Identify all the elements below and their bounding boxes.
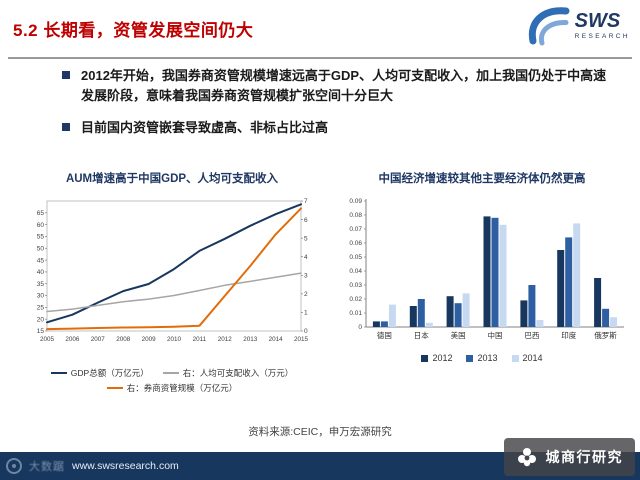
bullet-text: 2012年开始，我国券商资管规模增速远高于GDP、人均可支配收入，加上我国仍处于… [81, 68, 607, 103]
svg-text:2: 2 [304, 291, 308, 298]
svg-text:3: 3 [304, 272, 308, 279]
svg-text:中国: 中国 [488, 330, 503, 340]
svg-text:美国: 美国 [451, 330, 466, 340]
chart-block-aum: AUM增速高于中国GDP、人均可支配收入 15 20 25 30 35 40 45 50 55 6… [16, 170, 328, 394]
legend-swatch [466, 354, 474, 362]
wechat-account-icon [517, 448, 536, 467]
sws-swoosh-icon [528, 7, 570, 46]
legend-label: 右：人均可支配收入（万元） [182, 368, 294, 378]
svg-text:0.03: 0.03 [349, 282, 362, 289]
source-note: 资料来源:CEIC，申万宏源研究 [248, 426, 392, 438]
svg-text:20: 20 [37, 316, 45, 323]
title-rule [8, 57, 632, 59]
svg-text:俄罗斯: 俄罗斯 [594, 330, 617, 340]
chart-block-gdp-growth: 中国经济增速较其他主要经济体仍然更高 0 0.01 0.02 0.03 0.04 0.05… [336, 170, 628, 394]
svg-text:0.09: 0.09 [349, 198, 362, 205]
page-title: 5.2 长期看，资管发展空间仍大 [13, 21, 254, 40]
svg-text:40: 40 [37, 269, 45, 276]
svg-text:7: 7 [304, 198, 308, 205]
wechat-badge: 城商行研究 [503, 438, 635, 476]
svg-text:45: 45 [37, 257, 45, 264]
svg-text:2008: 2008 [116, 336, 131, 343]
svg-text:15: 15 [37, 328, 45, 335]
bullet-square-icon [62, 123, 70, 131]
svg-text:5: 5 [304, 235, 308, 242]
legend-item: 2013 [466, 353, 498, 363]
svg-text:0.01: 0.01 [349, 310, 362, 317]
legend-item: 右：人均可支配收入（万元） [162, 367, 294, 379]
svg-text:55: 55 [37, 234, 45, 241]
bullet-square-icon [62, 71, 70, 79]
svg-text:60: 60 [37, 222, 45, 229]
svg-text:1: 1 [304, 310, 308, 317]
svg-text:0: 0 [304, 328, 308, 335]
svg-text:2014: 2014 [269, 336, 284, 343]
bar-chart-svg: 0 0.01 0.02 0.03 0.04 0.05 0.06 0.07 0.08 0.09 德国 日… [349, 198, 624, 340]
svg-text:6: 6 [304, 217, 308, 224]
legend-swatch [106, 387, 123, 389]
legend-item: 右：券商资管规模（万亿元） [106, 382, 238, 394]
svg-text:2012: 2012 [218, 336, 233, 343]
legend-item: GDP总额（万亿元） [50, 367, 149, 379]
legend-swatch [421, 354, 429, 362]
svg-text:4: 4 [304, 254, 308, 261]
right-chart-title: 中国经济增速较其他主要经济体仍然更高 [378, 173, 586, 185]
sws-logo-text-block: SWS RESEARCH [575, 5, 630, 40]
bar-chart-legend: 2012 2013 2014 [336, 353, 628, 363]
left-chart-title: AUM增速高于中国GDP、人均可支配收入 [65, 173, 279, 185]
legend-swatch [511, 354, 519, 362]
svg-text:2013: 2013 [243, 336, 258, 343]
legend-item: 2012 [421, 353, 452, 363]
wechat-account-name: 城商行研究 [545, 449, 623, 465]
svg-text:50: 50 [37, 245, 45, 252]
svg-text:65: 65 [37, 210, 45, 217]
svg-text:0: 0 [358, 324, 362, 331]
line-chart-legend: GDP总额（万亿元） 右：人均可支配收入（万元） 右：券商资管规模（万亿元） [16, 367, 328, 394]
svg-text:2009: 2009 [142, 336, 157, 343]
svg-text:0.06: 0.06 [349, 240, 362, 247]
bullet-item: 目前国内资管嵌套导致虚高、非标占比过高 [62, 118, 610, 138]
bar-chart: 0 0.01 0.02 0.03 0.04 0.05 0.06 0.07 0.08 0.09 德国 日… [336, 193, 628, 351]
line-chart: 15 20 25 30 35 40 45 50 55 60 65 0 1 2 3 4 5 6 7 2005 2006 20… [16, 193, 328, 363]
svg-text:0.05: 0.05 [349, 254, 362, 261]
svg-text:30: 30 [37, 293, 45, 300]
charts-row: AUM增速高于中国GDP、人均可支配收入 15 20 25 30 35 40 45 50 55 6… [16, 170, 628, 394]
legend-swatch [50, 372, 67, 374]
svg-text:2006: 2006 [65, 336, 80, 343]
svg-text:0.08: 0.08 [349, 212, 362, 219]
svg-text:德国: 德国 [377, 330, 392, 340]
bullet-item: 2012年开始，我国券商资管规模增速远高于GDP、人均可支配收入，加上我国仍处于… [62, 66, 610, 105]
footer-url: www.swsresearch.com [72, 460, 179, 472]
legend-swatch [162, 372, 179, 374]
svg-text:巴西: 巴西 [524, 331, 539, 340]
svg-text:2015: 2015 [294, 336, 309, 343]
legend-label: 右：券商资管规模（万亿元） [126, 383, 238, 393]
svg-text:25: 25 [37, 305, 45, 312]
sws-logo-text: SWS [574, 10, 621, 32]
legend-label: 2012 [432, 353, 453, 363]
svg-text:2010: 2010 [167, 336, 182, 343]
svg-text:2005: 2005 [40, 336, 55, 343]
sws-logo-subtext: RESEARCH [574, 33, 630, 40]
sws-logo: SWS RESEARCH [526, 5, 630, 47]
svg-text:印度: 印度 [561, 330, 576, 340]
bullet-text: 目前国内资管嵌套导致虚高、非标占比过高 [81, 120, 329, 135]
legend-item: 2014 [511, 353, 543, 363]
legend-label: 2014 [522, 353, 543, 363]
legend-label: 2013 [477, 353, 498, 363]
svg-text:0.04: 0.04 [349, 268, 362, 275]
svg-text:0.02: 0.02 [349, 296, 362, 303]
svg-text:0.07: 0.07 [349, 226, 362, 233]
legend-label: GDP总额（万亿元） [70, 368, 149, 378]
watermark-text: 大数踞 [29, 461, 65, 473]
bullet-list: 2012年开始，我国券商资管规模增速远高于GDP、人均可支配收入，加上我国仍处于… [62, 66, 610, 151]
svg-text:日本: 日本 [414, 330, 429, 340]
svg-text:35: 35 [37, 281, 45, 288]
svg-text:2011: 2011 [193, 336, 207, 343]
watermark-logo-icon [6, 458, 22, 474]
svg-text:2007: 2007 [91, 336, 106, 343]
